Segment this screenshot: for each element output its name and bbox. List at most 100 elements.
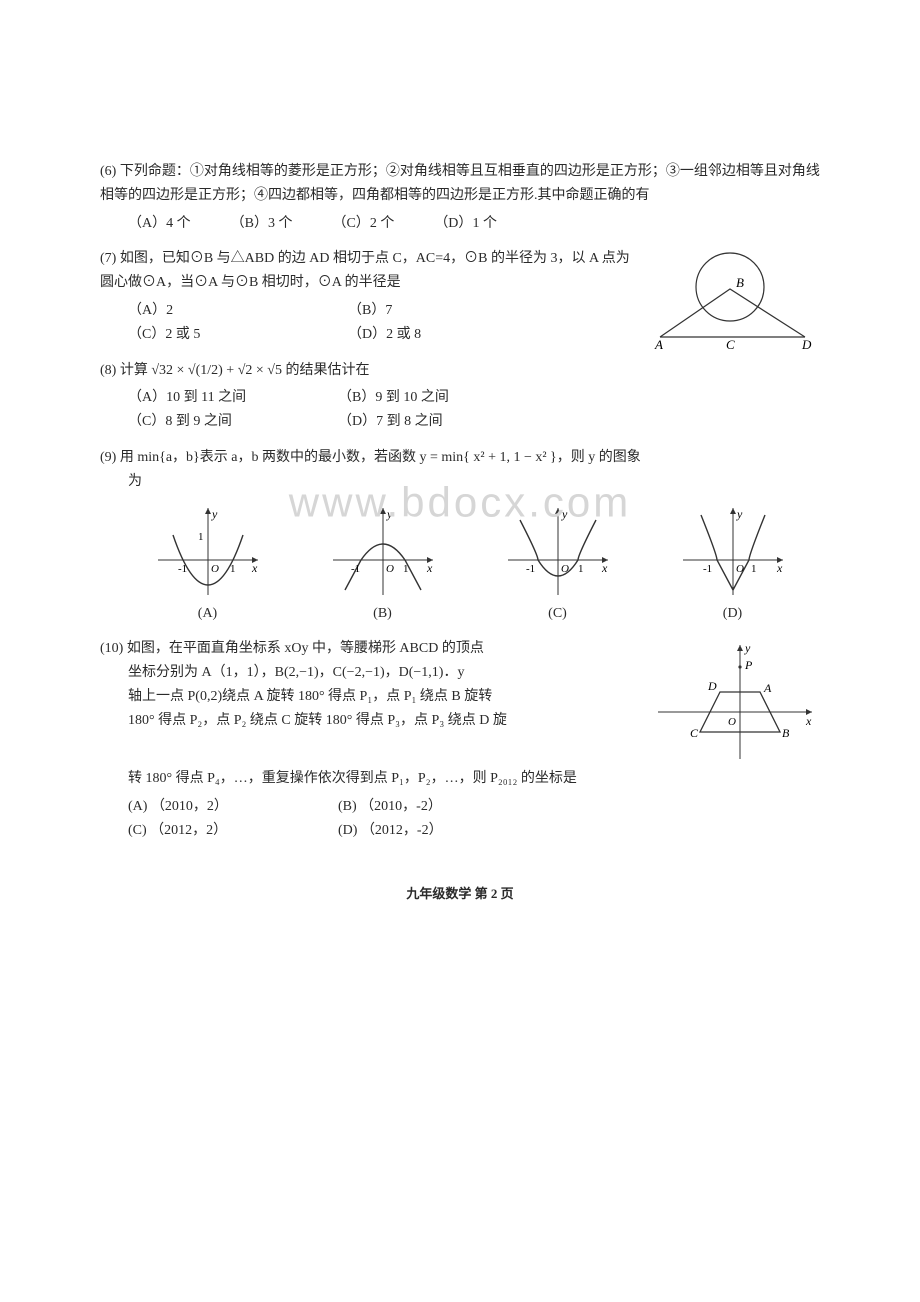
- q8-text: 计算 √32 × √(1/2) + √2 × √5 的结果估计在: [120, 363, 370, 378]
- opt-val: 2 个: [370, 216, 395, 231]
- q9-label-d: (D): [673, 602, 793, 626]
- label-C: C: [690, 726, 699, 740]
- opt-key: （B）: [348, 303, 385, 318]
- opt-val: 10 到 11 之间: [166, 390, 246, 405]
- q9-label-a: (A): [148, 602, 268, 626]
- q7-figure: A B C D: [650, 247, 820, 352]
- q6-opt-a: （A）4 个: [128, 212, 191, 236]
- opt-key: (C): [128, 823, 147, 838]
- opt-val: 7 到 8 之间: [376, 414, 443, 429]
- q9-label-c: (C): [498, 602, 618, 626]
- opt-val: 7: [385, 303, 392, 318]
- label-B: B: [736, 275, 744, 290]
- axis-x: x: [776, 561, 783, 575]
- q10-coord-svg: A B C D P O x y: [650, 637, 820, 767]
- opt-val: 9 到 10 之间: [375, 390, 449, 405]
- q7-opt-b: （B）7: [348, 299, 548, 323]
- opt-val: 8 到 9 之间: [165, 414, 232, 429]
- tick-neg1: -1: [703, 563, 712, 575]
- q9-label-b: (B): [323, 602, 443, 626]
- origin: O: [561, 563, 569, 575]
- axis-y: y: [736, 507, 743, 521]
- graph-d-svg: y x O -1 1: [673, 500, 793, 600]
- question-9: (9) 用 min{a，b}表示 a，b 两数中的最小数，若函数 y = min…: [100, 446, 820, 625]
- q9-graphs: y x O -1 1 1 (A) y x O -1: [120, 500, 820, 626]
- q6-options: （A）4 个 （B）3 个 （C）2 个 （D）1 个: [100, 212, 820, 236]
- q10-opt-a: (A) （2010，2）: [128, 795, 298, 819]
- graph-c-svg: y x O -1 1: [498, 500, 618, 600]
- tick-pos1: 1: [578, 563, 584, 575]
- label-B: B: [782, 726, 790, 740]
- label-y: y: [744, 641, 751, 655]
- label-A: A: [763, 681, 772, 695]
- question-8: (8) 计算 √32 × √(1/2) + √2 × √5 的结果估计在 （A）…: [100, 359, 820, 434]
- label-A: A: [654, 337, 663, 352]
- tick-one: 1: [198, 531, 204, 543]
- opt-key: (A): [128, 799, 147, 814]
- opt-val: （2012，-2）: [361, 823, 443, 838]
- opt-val: 1 个: [472, 216, 497, 231]
- q8-opt-b: （B）9 到 10 之间: [338, 386, 508, 410]
- q8-opt-d: （D）7 到 8 之间: [338, 410, 508, 434]
- q9-text-post: 为: [128, 470, 820, 494]
- label-O: O: [728, 716, 736, 728]
- exam-page: www.bdocx.com (6) 下列命题：①对角线相等的菱形是正方形；②对角…: [0, 0, 920, 1005]
- opt-val: 3 个: [268, 216, 293, 231]
- label-D: D: [707, 679, 717, 693]
- tick-pos1: 1: [230, 563, 236, 575]
- q10-options: (A) （2010，2） (C) （2012，2） (B) （2010，-2） …: [100, 795, 820, 843]
- q6-opt-d: （D）1 个: [434, 212, 497, 236]
- tick-neg1: -1: [351, 563, 360, 575]
- q9-graph-d: y x O -1 1 (D): [673, 500, 793, 626]
- q10-opt-d: (D) （2012，-2）: [338, 819, 508, 843]
- opt-key: (D): [338, 823, 357, 838]
- tick-neg1: -1: [178, 563, 187, 575]
- q7-options: （A）2 （B）7 （C）2 或 5 （D）2 或 8: [100, 299, 640, 347]
- axis-x: x: [426, 561, 433, 575]
- opt-key: （D）: [434, 216, 472, 231]
- opt-val: （2010，-2）: [360, 799, 442, 814]
- q9-graph-b: y x O -1 1 (B): [323, 500, 443, 626]
- opt-key: （B）: [338, 390, 375, 405]
- graph-b-svg: y x O -1 1: [323, 500, 443, 600]
- q6-number: (6): [100, 164, 116, 179]
- label-x: x: [805, 714, 812, 728]
- opt-key: (B): [338, 799, 357, 814]
- graph-a-svg: y x O -1 1 1: [148, 500, 268, 600]
- opt-val: 4 个: [166, 216, 191, 231]
- opt-key: （D）: [348, 327, 386, 342]
- q10-opt-c: (C) （2012，2）: [128, 819, 298, 843]
- axis-y: y: [386, 507, 393, 521]
- q7-opt-a: （A）2: [128, 299, 328, 323]
- q10-line5: 转 180° 得点 P₄，…，重复操作依次得到点 P₁，P₂，…，则 P₂₀₁₂…: [128, 767, 820, 791]
- q7-opt-c: （C）2 或 5: [128, 323, 328, 347]
- q10-line1: 如图，在平面直角坐标系 xOy 中，等腰梯形 ABCD 的顶点: [127, 641, 484, 656]
- opt-key: （C）: [128, 414, 165, 429]
- q8-opt-c: （C）8 到 9 之间: [128, 410, 298, 434]
- label-C: C: [726, 337, 735, 352]
- axis-y: y: [561, 507, 568, 521]
- opt-key: （C）: [332, 216, 369, 231]
- question-10: A B C D P O x y (10) 如图，在平面直角坐标系 xOy 中，等…: [100, 637, 820, 842]
- q10-opt-b: (B) （2010，-2）: [338, 795, 508, 819]
- opt-key: （A）: [128, 303, 166, 318]
- q9-text-pre: 用 min{a，b}表示 a，b 两数中的最小数，若函数 y = min{ x²…: [120, 450, 641, 465]
- q10-number: (10): [100, 641, 123, 656]
- tick-pos1: 1: [751, 563, 757, 575]
- q8-options: （A）10 到 11 之间 （C）8 到 9 之间 （B）9 到 10 之间 （…: [100, 386, 820, 434]
- opt-key: （C）: [128, 327, 165, 342]
- label-P: P: [744, 658, 753, 672]
- q7-number: (7): [100, 251, 116, 266]
- tick-pos1: 1: [403, 563, 409, 575]
- opt-key: （A）: [128, 216, 166, 231]
- tick-neg1: -1: [526, 563, 535, 575]
- opt-val: （2012，2）: [150, 823, 227, 838]
- opt-val: 2: [166, 303, 173, 318]
- axis-x: x: [601, 561, 608, 575]
- page-footer: 九年级数学 第 2 页: [100, 883, 820, 905]
- axis-y: y: [211, 507, 218, 521]
- q9-number: (9): [100, 450, 116, 465]
- q8-number: (8): [100, 363, 116, 378]
- opt-val: 2 或 5: [165, 327, 200, 342]
- origin: O: [386, 563, 394, 575]
